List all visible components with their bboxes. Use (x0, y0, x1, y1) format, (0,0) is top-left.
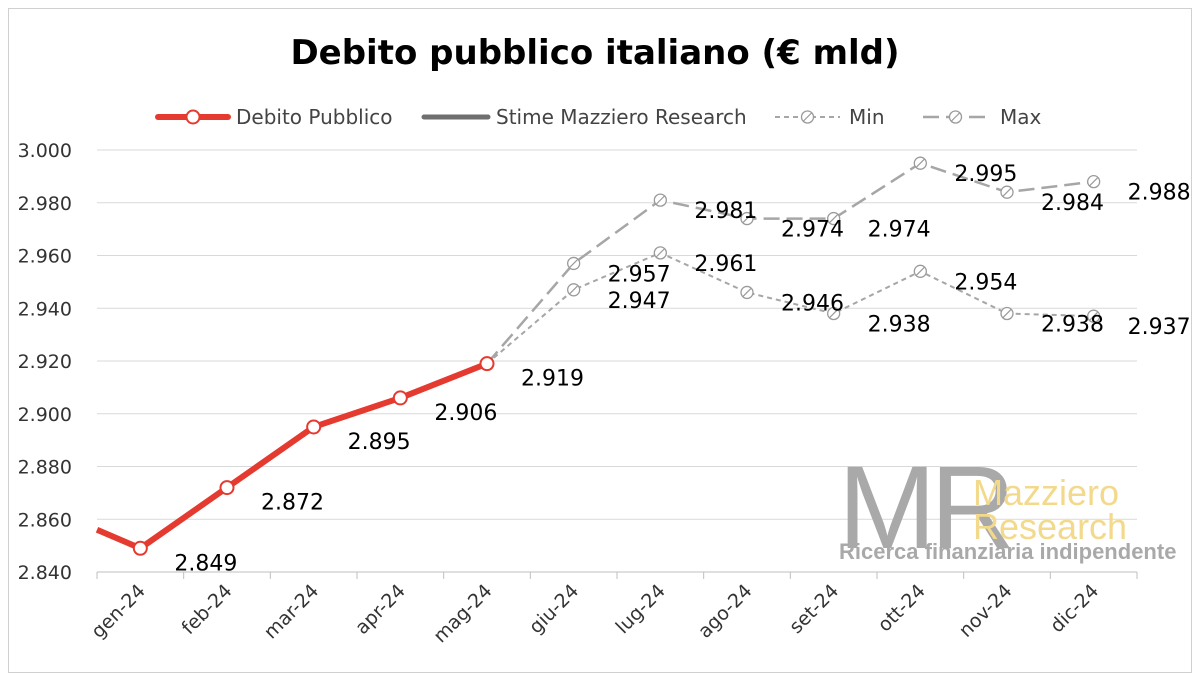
data-point (392, 390, 408, 406)
legend-label: Stime Mazziero Research (496, 105, 747, 129)
data-label: 2.974 (781, 218, 844, 243)
data-labels: 2.947 2.961 2.946 2.938 2.954 2.938 2.937 2.957… (174, 162, 1190, 576)
x-tick-label: gen-24 (87, 580, 150, 643)
logo-tagline: Ricerca finanziaria indipendente (839, 539, 1176, 564)
data-label: 2.849 (174, 551, 237, 576)
series-layer (95, 156, 1101, 556)
legend-marker (185, 109, 201, 125)
data-point-slash (742, 288, 752, 297)
series-line-debito-pubblico (95, 360, 489, 552)
data-label: 2.981 (694, 199, 757, 224)
data-label: 2.957 (608, 262, 671, 287)
x-tick-label: ott-24 (874, 580, 930, 636)
data-point-slash (655, 195, 665, 205)
data-point (132, 540, 148, 556)
x-tick-label: ago-24 (694, 580, 757, 643)
chart-title: Debito pubblico italiano (€ mld) (290, 33, 899, 73)
x-tick-label: set-24 (785, 580, 843, 638)
series-line-max (486, 161, 1094, 365)
x-tick-label: giu-24 (525, 580, 583, 638)
y-tick-label: 2.940 (18, 298, 72, 320)
data-label: 2.872 (261, 491, 324, 516)
data-point-slash (915, 158, 925, 168)
data-point-slash (829, 214, 839, 223)
y-tick-label: 2.920 (18, 351, 72, 373)
legend-marker-slash (951, 112, 960, 122)
data-point-slash (655, 248, 665, 258)
x-tick-label: apr-24 (351, 580, 410, 639)
data-label: 2.895 (348, 430, 411, 455)
y-tick-label: 2.960 (18, 246, 72, 268)
data-label: 2.919 (521, 367, 584, 392)
data-point-slash (1002, 187, 1012, 197)
data-label: 2.988 (1128, 181, 1191, 206)
x-tick-label: feb-24 (178, 580, 237, 639)
logo-mark: MR (838, 442, 1010, 574)
data-point-slash (742, 214, 752, 223)
logo-name-line2: Research (973, 506, 1127, 547)
data-label: 2.974 (868, 218, 931, 243)
data-label: 2.947 (608, 289, 671, 314)
y-tick-label: 2.980 (18, 193, 72, 215)
data-label: 2.954 (954, 270, 1017, 295)
x-tick-label: lug-24 (612, 580, 670, 638)
logo-watermark: MR Mazziero Research Ricerca finanziaria… (838, 442, 1176, 574)
data-label: 2.937 (1128, 315, 1191, 340)
data-label: 2.995 (954, 162, 1017, 187)
data-label: 2.984 (1041, 191, 1104, 216)
data-point (219, 480, 235, 496)
legend-label: Min (849, 105, 885, 129)
y-tick-label: 3.000 (18, 140, 72, 162)
data-label: 2.906 (434, 401, 497, 426)
data-label: 2.938 (1041, 313, 1104, 338)
legend-marker-slash (803, 112, 812, 122)
y-tick-label: 2.900 (18, 404, 72, 426)
legend-label: Max (1000, 105, 1042, 129)
x-tick-label: mag-24 (429, 580, 496, 647)
data-point-slash (569, 285, 579, 295)
x-tick-label: nov-24 (955, 580, 1017, 642)
data-point-slash (1089, 311, 1099, 321)
legend-label: Debito Pubblico (236, 105, 393, 129)
data-label: 2.946 (781, 291, 844, 316)
data-point-slash (569, 258, 579, 268)
data-point (306, 419, 322, 435)
data-point-slash (915, 266, 925, 276)
legend: Debito Pubblico Stime Mazziero Research Mi… (155, 105, 1042, 129)
y-tick-label: 2.840 (18, 562, 72, 584)
data-label: 2.961 (694, 252, 757, 277)
x-tick-label: dic-24 (1046, 580, 1103, 637)
data-point-slash (829, 309, 839, 318)
data-label: 2.938 (868, 313, 931, 338)
data-point-slash (1002, 309, 1012, 318)
x-tick-label: mar-24 (260, 580, 323, 643)
y-tick-label: 2.860 (18, 509, 72, 531)
series-line-min (486, 251, 1094, 365)
data-point-slash (1089, 177, 1099, 187)
y-axis-ticks: 2.840 2.860 2.880 2.900 2.920 2.940 2.960 2.980… (18, 140, 72, 584)
data-point (479, 356, 495, 372)
logo-name-line1: Mazziero (973, 472, 1119, 513)
y-tick-label: 2.880 (18, 457, 72, 479)
x-axis-ticks: gen-24 feb-24 mar-24 apr-24 mag-24 giu-24 lug-… (87, 572, 1138, 647)
